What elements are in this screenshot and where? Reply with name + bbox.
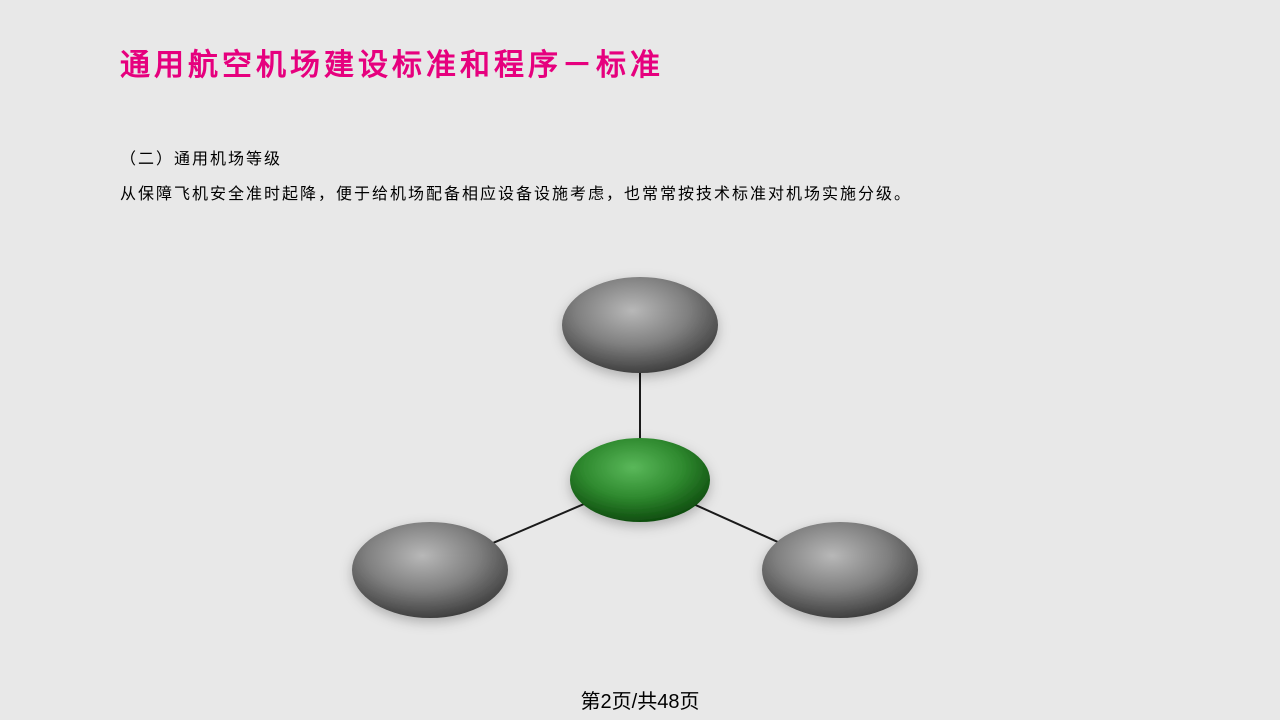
page-title: 通用航空机场建设标准和程序－标准	[120, 40, 664, 84]
diagram-outer-nodes	[352, 277, 918, 618]
body-paragraph: 从保障飞机安全准时起降，便于给机场配备相应设备设施考虑，也常常按技术标准对机场实…	[120, 180, 912, 204]
page-number: 第2页/共48页	[0, 685, 1280, 714]
diagram-center-node	[570, 438, 710, 522]
section-subtitle: （二）通用机场等级	[120, 145, 282, 169]
center-ellipse	[570, 438, 710, 522]
outer-ellipse	[762, 522, 918, 618]
outer-ellipse	[562, 277, 718, 373]
outer-ellipse	[352, 522, 508, 618]
diagram-connectors	[430, 325, 840, 570]
ellipse-diagram	[0, 0, 1280, 720]
